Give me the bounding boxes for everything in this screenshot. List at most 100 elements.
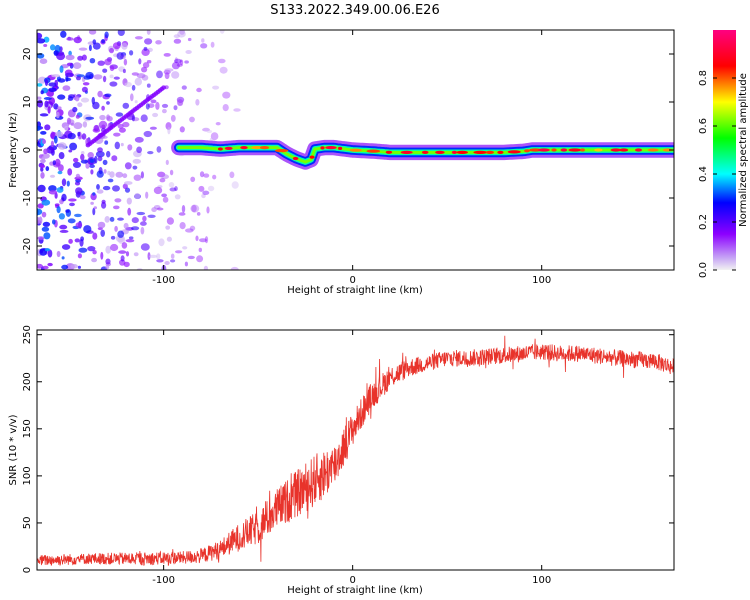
noise-blob	[122, 102, 130, 109]
ridge-hotspot	[251, 146, 262, 150]
noise-blob	[164, 261, 170, 265]
noise-blob	[58, 152, 65, 160]
noise-blob	[67, 96, 74, 101]
noise-blob	[104, 93, 112, 98]
spectrogram-y-ticks: -20 -10 0 10 20	[22, 48, 674, 254]
noise-blob	[37, 32, 43, 40]
noise-blob	[212, 174, 217, 180]
noise-blob	[101, 105, 105, 111]
noise-blob	[142, 215, 147, 222]
noise-blob	[78, 47, 88, 51]
noise-blob	[68, 50, 72, 56]
noise-blob	[146, 60, 152, 64]
noise-blob	[132, 165, 138, 170]
noise-blob	[156, 146, 162, 153]
noise-blob	[48, 185, 57, 192]
noise-blob	[37, 99, 44, 108]
noise-blob	[70, 122, 74, 126]
snr-x-label: Height of straight line (km)	[287, 585, 423, 596]
noise-blob	[38, 76, 47, 84]
noise-blob	[53, 50, 59, 56]
noise-blob	[53, 135, 58, 144]
noise-blob	[81, 86, 88, 93]
noise-blob	[147, 214, 156, 218]
noise-blob	[60, 30, 67, 38]
noise-blob	[44, 100, 49, 108]
noise-blob	[73, 157, 79, 163]
noise-blob	[201, 193, 206, 199]
noise-blob	[158, 238, 165, 247]
noise-blob	[47, 262, 53, 267]
noise-blob	[149, 126, 157, 130]
ridge-hotspot	[524, 149, 530, 153]
noise-blob	[80, 159, 88, 164]
noise-blob	[41, 211, 47, 218]
noise-blob	[70, 264, 78, 269]
noise-blob	[105, 265, 110, 270]
ridge-hotspot	[385, 150, 393, 154]
noise-blob	[131, 226, 140, 231]
ridge-hotspot	[473, 150, 488, 154]
noise-blob	[87, 152, 94, 159]
noise-blob	[51, 74, 61, 78]
noise-blob	[140, 171, 144, 179]
noise-blob	[107, 178, 114, 183]
noise-blob	[54, 158, 61, 167]
noise-blob	[170, 114, 176, 122]
noise-blob	[100, 251, 104, 260]
noise-blob	[131, 84, 136, 91]
noise-blob	[39, 159, 46, 163]
noise-blob	[42, 139, 47, 144]
noise-blob	[68, 149, 73, 153]
noise-blob	[198, 247, 202, 253]
colorbar-tick-label: 0.0	[698, 262, 709, 278]
colorbar-ticks: 0.0 0.2 0.4 0.6 0.8	[698, 70, 736, 278]
noise-blob	[72, 106, 78, 113]
noise-blob	[118, 127, 126, 133]
noise-blob	[61, 264, 69, 270]
ridge-hotspot	[662, 148, 672, 152]
noise-blob	[218, 58, 226, 64]
noise-blob	[87, 246, 96, 252]
noise-blob	[95, 151, 105, 158]
noise-blob	[88, 30, 97, 35]
noise-blob	[93, 124, 100, 132]
ridge-hotspot	[224, 146, 233, 150]
noise-blob	[202, 127, 210, 132]
noise-blob	[167, 126, 171, 135]
noise-blob	[41, 199, 51, 206]
noise-blob	[37, 38, 46, 44]
noise-blob	[37, 83, 43, 87]
noise-blob	[116, 52, 124, 60]
noise-blob	[47, 249, 53, 258]
noise-blob	[127, 144, 133, 151]
noise-blob	[162, 108, 167, 114]
x-tick-label: 100	[532, 575, 551, 586]
noise-blob	[91, 257, 97, 263]
noise-blob	[46, 146, 55, 154]
noise-blob	[109, 65, 115, 72]
noise-blob	[231, 181, 239, 189]
noise-blob	[99, 114, 106, 121]
noise-blob	[164, 68, 174, 72]
y-tick-label: 0	[22, 147, 33, 153]
noise-blob	[196, 212, 201, 216]
y-tick-label: 10	[22, 96, 33, 109]
noise-blob	[124, 81, 132, 88]
noise-blob	[140, 243, 150, 251]
noise-blob	[114, 225, 118, 232]
ridge-hotspot	[560, 148, 568, 152]
noise-blob	[143, 46, 148, 51]
noise-blob	[112, 42, 121, 50]
noise-blob	[61, 256, 65, 260]
noise-blob	[115, 171, 124, 178]
noise-blob	[66, 117, 72, 125]
noise-blob	[147, 252, 151, 261]
noise-blob	[104, 140, 109, 145]
noise-blob	[43, 232, 51, 240]
x-tick-label: -100	[152, 275, 175, 286]
noise-blob	[156, 70, 163, 79]
noise-blob	[40, 131, 47, 135]
noise-blob	[178, 212, 186, 216]
